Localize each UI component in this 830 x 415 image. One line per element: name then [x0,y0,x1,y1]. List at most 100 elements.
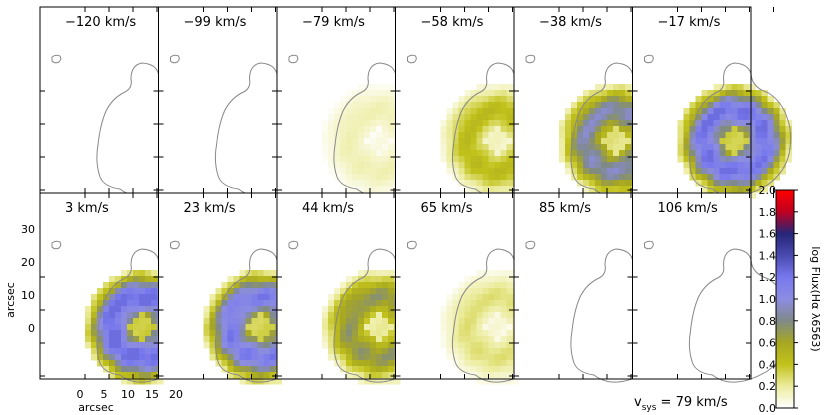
emission-pixel [103,324,110,331]
emission-pixel [470,120,477,127]
emission-pixel [583,156,590,163]
emission-pixel [565,132,572,139]
emission-pixel [322,132,329,139]
emission-pixel [761,96,768,103]
emission-pixel [482,312,489,319]
emission-pixel [446,300,453,307]
emission-pixel [440,126,447,133]
emission-pixel [233,348,240,355]
emission-pixel [215,294,222,301]
emission-pixel [583,138,590,145]
emission-pixel [595,168,602,175]
emission-pixel [151,360,158,367]
emission-pixel [755,96,762,103]
emission-pixel [382,84,389,91]
emission-pixel [370,348,377,355]
emission-pixel [494,372,501,379]
emission-pixel [619,126,626,133]
emission-pixel [257,312,264,319]
velocity-label: 3 km/s [65,201,109,216]
emission-pixel [500,138,507,145]
emission-pixel [382,162,389,169]
emission-pixel [328,126,335,133]
emission-pixel [322,312,329,319]
emission-pixel [446,324,453,331]
emission-pixel [370,366,377,373]
emission-pixel [500,360,507,367]
emission-pixel [376,156,383,163]
emission-pixel [97,336,104,343]
emission-pixel [364,288,371,295]
emission-pixel [607,150,614,157]
companion-contour [51,54,62,64]
emission-pixel [352,174,359,181]
emission-pixel [358,342,365,349]
emission-pixel [619,120,626,127]
emission-pixel [701,150,708,157]
emission-pixel [773,168,780,175]
emission-pixel [215,318,222,325]
emission-pixel [773,120,780,127]
emission-pixel [470,294,477,301]
emission-pixel [215,300,222,307]
emission-pixel [761,108,768,115]
emission-pixel [376,102,383,109]
emission-pixel [500,366,507,373]
emission-pixel [719,150,726,157]
emission-pixel [358,168,365,175]
emission-pixel [565,138,572,145]
emission-pixel [376,126,383,133]
y-tick-label: 20 [21,256,35,269]
emission-pixel [500,108,507,115]
emission-pixel [121,366,128,373]
emission-pixel [340,342,347,349]
emission-pixel [607,162,614,169]
emission-pixel [151,324,158,331]
vsys-subscript: sys [642,403,657,413]
emission-pixel [619,84,626,91]
emission-pixel [221,354,228,361]
emission-pixel [625,174,632,181]
y-tick-label: 0 [28,322,35,335]
emission-pixel [358,354,365,361]
emission-pixel [103,354,110,361]
companion-contour [170,240,180,250]
emission-pixel [328,306,335,313]
emission-pixel [233,306,240,313]
emission-pixel [109,294,116,301]
emission-pixel [707,168,714,175]
emission-pixel [589,138,596,145]
emission-pixel [227,324,234,331]
emission-pixel [719,186,726,193]
colorbar-ticks: 0.00.20.40.60.81.01.21.41.61.82.0 [759,184,798,415]
emission-pixel [577,168,584,175]
emission-pixel [322,138,329,145]
colorbar-bar [775,189,795,409]
emission-pixel [500,282,507,289]
emission-pixel [571,102,578,109]
emission-pixel [364,282,371,289]
emission-pixel [500,300,507,307]
emission-pixel [707,132,714,139]
emission-pixel [239,342,246,349]
emission-pixel [607,126,614,133]
emission-pixel [133,378,140,385]
emission-pixel [376,180,383,187]
emission-pixel [251,342,258,349]
emission-pixel [352,330,359,337]
emission-pixel [743,156,750,163]
vsys-label: vsys = 79 km/s [634,395,728,413]
emission-pixel [773,102,780,109]
emission-pixel [488,114,495,121]
emission-pixel [233,366,240,373]
emission-pixel [388,294,395,301]
y-tick-label: 30 [21,223,35,236]
emission-pixel [689,144,696,151]
x-axis-label: arcsec [78,401,114,414]
emission-pixel [625,150,632,157]
emission-pixel [583,132,590,139]
emission-pixel [269,378,276,385]
emission-pixel [139,360,146,367]
emission-pixel [719,180,726,187]
emission-pixel [577,132,584,139]
